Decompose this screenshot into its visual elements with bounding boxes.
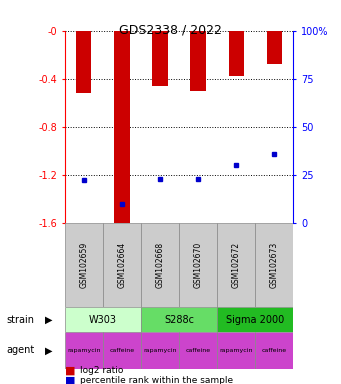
Text: ▶: ▶	[45, 314, 53, 325]
Text: ■: ■	[65, 366, 75, 376]
Text: strain: strain	[7, 314, 35, 325]
Text: caffeine: caffeine	[109, 348, 134, 353]
Text: ▶: ▶	[45, 345, 53, 356]
Text: W303: W303	[89, 314, 117, 325]
Bar	[179, 332, 217, 369]
Bar	[141, 332, 179, 369]
Bar	[152, 31, 167, 86]
Text: S288c: S288c	[164, 314, 194, 325]
Text: GSM102673: GSM102673	[270, 242, 279, 288]
Text: rapamycin: rapamycin	[219, 348, 253, 353]
Bar	[141, 307, 217, 332]
Text: GSM102659: GSM102659	[79, 242, 88, 288]
Text: log2 ratio: log2 ratio	[80, 366, 123, 375]
Bar	[255, 223, 293, 307]
Bar	[255, 332, 293, 369]
Bar	[190, 31, 206, 91]
Bar	[217, 223, 255, 307]
Text: agent: agent	[7, 345, 35, 356]
Text: rapamycin: rapamycin	[143, 348, 177, 353]
Bar	[114, 31, 130, 225]
Bar	[179, 223, 217, 307]
Bar	[141, 223, 179, 307]
Text: Sigma 2000: Sigma 2000	[226, 314, 284, 325]
Text: GSM102664: GSM102664	[117, 242, 127, 288]
Bar	[217, 332, 255, 369]
Text: GSM102670: GSM102670	[194, 242, 203, 288]
Text: ■: ■	[65, 375, 75, 384]
Bar	[65, 307, 141, 332]
Bar	[65, 223, 103, 307]
Text: GSM102672: GSM102672	[232, 242, 241, 288]
Text: rapamycin: rapamycin	[67, 348, 101, 353]
Bar	[228, 31, 244, 76]
Text: caffeine: caffeine	[186, 348, 211, 353]
Text: percentile rank within the sample: percentile rank within the sample	[80, 376, 233, 384]
Text: caffeine: caffeine	[262, 348, 287, 353]
Text: GSM102668: GSM102668	[155, 242, 164, 288]
Bar	[217, 307, 293, 332]
Bar	[103, 223, 141, 307]
Bar	[76, 31, 91, 93]
Bar	[65, 332, 103, 369]
Text: GDS2338 / 2022: GDS2338 / 2022	[119, 23, 222, 36]
Bar	[267, 31, 282, 65]
Bar	[103, 332, 141, 369]
